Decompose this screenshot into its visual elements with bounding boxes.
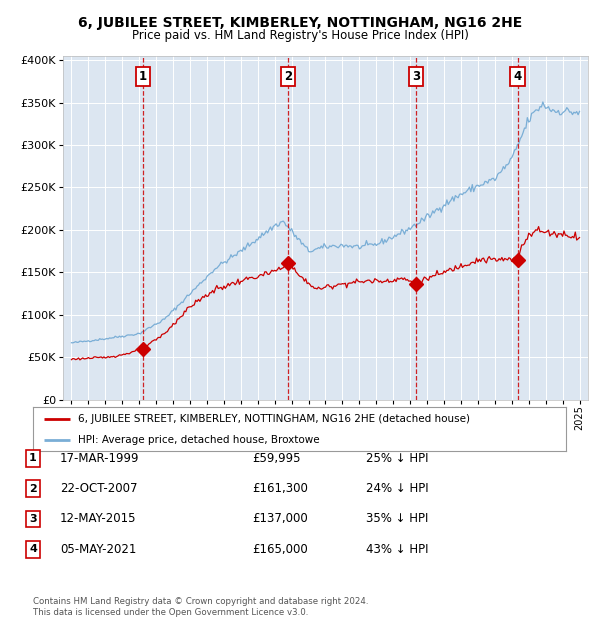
Text: 3: 3 [412,70,421,83]
Text: 22-OCT-2007: 22-OCT-2007 [60,482,137,495]
Text: 3: 3 [29,514,37,524]
Text: £137,000: £137,000 [252,513,308,525]
Text: 12-MAY-2015: 12-MAY-2015 [60,513,137,525]
Text: 1: 1 [29,453,37,463]
Text: Price paid vs. HM Land Registry's House Price Index (HPI): Price paid vs. HM Land Registry's House … [131,29,469,42]
Text: 6, JUBILEE STREET, KIMBERLEY, NOTTINGHAM, NG16 2HE: 6, JUBILEE STREET, KIMBERLEY, NOTTINGHAM… [78,16,522,30]
Text: £161,300: £161,300 [252,482,308,495]
Text: 35% ↓ HPI: 35% ↓ HPI [366,513,428,525]
Text: 1: 1 [139,70,147,83]
Text: 24% ↓ HPI: 24% ↓ HPI [366,482,428,495]
Text: 4: 4 [29,544,37,554]
Text: £165,000: £165,000 [252,543,308,556]
Text: £59,995: £59,995 [252,452,301,464]
Text: HPI: Average price, detached house, Broxtowe: HPI: Average price, detached house, Brox… [78,435,320,445]
Text: 6, JUBILEE STREET, KIMBERLEY, NOTTINGHAM, NG16 2HE (detached house): 6, JUBILEE STREET, KIMBERLEY, NOTTINGHAM… [78,414,470,424]
Text: 2: 2 [29,484,37,494]
Text: 43% ↓ HPI: 43% ↓ HPI [366,543,428,556]
Text: 4: 4 [514,70,521,83]
Text: Contains HM Land Registry data © Crown copyright and database right 2024.
This d: Contains HM Land Registry data © Crown c… [33,598,368,617]
Text: 25% ↓ HPI: 25% ↓ HPI [366,452,428,464]
Text: 05-MAY-2021: 05-MAY-2021 [60,543,136,556]
Text: 2: 2 [284,70,292,83]
Text: 17-MAR-1999: 17-MAR-1999 [60,452,139,464]
